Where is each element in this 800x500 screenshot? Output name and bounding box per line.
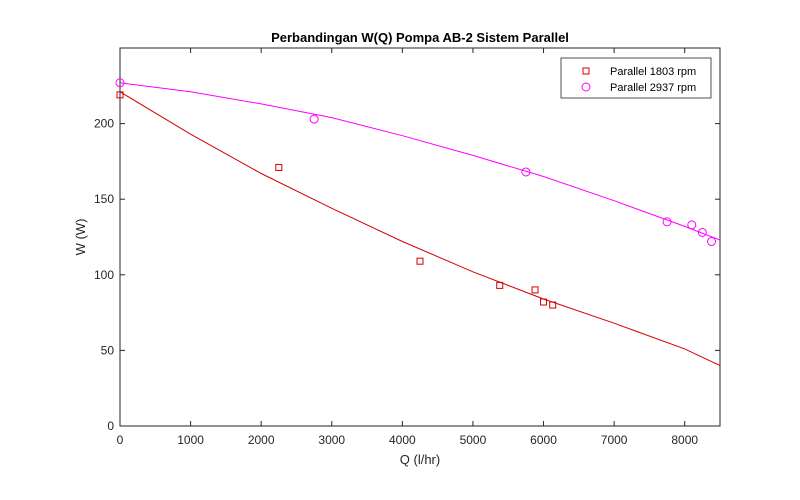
x-tick-label: 8000 (671, 433, 698, 447)
data-point-series-2 (662, 217, 672, 227)
x-tick-label: 7000 (601, 433, 628, 447)
data-point-series-1 (540, 298, 548, 306)
x-axis-label: Q (l/hr) (400, 452, 440, 467)
fit-lines (120, 82, 720, 366)
x-tick-label: 3000 (318, 433, 345, 447)
data-markers (115, 78, 717, 309)
data-point-series-1 (275, 163, 283, 171)
legend-label: Parallel 2937 rpm (610, 82, 696, 94)
data-point-series-2 (521, 167, 531, 177)
data-point-series-2 (707, 237, 717, 247)
y-axis-ticks: 0 50 100 150 200 (94, 117, 720, 433)
y-tick-label: 100 (94, 268, 114, 282)
y-tick-label: 200 (94, 117, 114, 131)
fit-line-series-2 (120, 82, 720, 241)
data-point-series-1 (116, 91, 124, 99)
legend-marker-circle (581, 82, 591, 92)
plot-area (119, 47, 721, 427)
data-point-series-1 (416, 257, 424, 265)
data-point-series-2 (687, 220, 697, 230)
data-point-series-1 (496, 281, 504, 289)
data-point-series-2 (697, 227, 707, 237)
y-tick-label: 50 (101, 343, 115, 357)
x-axis-ticks: 0 1000 2000 3000 4000 5000 6000 7000 8000 (117, 48, 698, 447)
x-tick-label: 2000 (248, 433, 275, 447)
chart-title: Perbandingan W(Q) Pompa AB-2 Sistem Para… (271, 30, 569, 45)
data-point-series-1 (549, 301, 557, 309)
y-tick-label: 150 (94, 192, 114, 206)
legend-label: Parallel 1803 rpm (610, 66, 696, 78)
x-tick-label: 0 (117, 433, 124, 447)
data-point-series-1 (531, 286, 539, 294)
y-axis-label: W (W) (73, 219, 88, 256)
y-tick-label: 0 (107, 419, 114, 433)
legend-marker-square (582, 67, 590, 75)
data-point-series-2 (115, 78, 125, 88)
x-tick-label: 4000 (389, 433, 416, 447)
data-point-series-2 (309, 114, 319, 124)
fit-line-series-1 (120, 91, 720, 366)
x-tick-label: 5000 (460, 433, 487, 447)
legend: Parallel 1803 rpm Parallel 2937 rpm (560, 57, 712, 99)
x-tick-label: 6000 (530, 433, 557, 447)
x-tick-label: 1000 (177, 433, 204, 447)
